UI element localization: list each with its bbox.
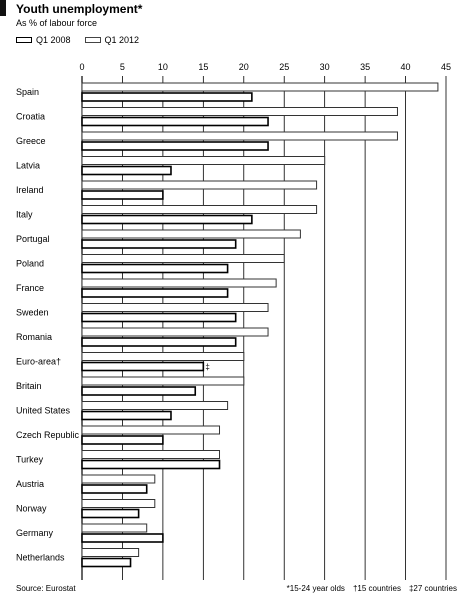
- bar-q1-2008-netherlands: [81, 557, 132, 568]
- bar-q1-2012-portugal: [81, 229, 301, 239]
- legend-label-q1-2012: Q1 2012: [104, 35, 140, 45]
- footnote-age: *15-24 year olds: [286, 584, 345, 593]
- legend-label-q1-2008: Q1 2008: [36, 35, 71, 45]
- chart-subtitle: As % of labour force: [16, 18, 98, 28]
- legend: Q1 2008 Q1 2012: [16, 33, 139, 47]
- x-tick-label-10: 10: [158, 62, 168, 72]
- value-marker-euro-area: ‡: [205, 363, 209, 372]
- bar-q1-2012-euro-area: [81, 352, 245, 361]
- bar-q1-2008-euro-area: [81, 361, 205, 372]
- bar-q1-2008-portugal: [81, 239, 237, 249]
- x-tick-label-30: 30: [320, 62, 330, 72]
- source-note: Source: Eurostat: [16, 584, 76, 593]
- bar-q1-2008-britain: [81, 386, 197, 396]
- chart-title: Youth unemployment*: [16, 2, 143, 16]
- category-label-czech-republic: Czech Republic: [16, 430, 80, 440]
- category-label-germany: Germany: [16, 528, 54, 538]
- x-tick-label-5: 5: [120, 62, 125, 72]
- x-tick-label-40: 40: [401, 62, 411, 72]
- category-label-ireland: Ireland: [16, 185, 44, 195]
- bar-q1-2012-netherlands: [81, 548, 140, 557]
- category-label-croatia: Croatia: [16, 112, 45, 122]
- bar-q1-2012-czech-republic: [81, 425, 221, 435]
- category-label-latvia: Latvia: [16, 161, 40, 171]
- bar-q1-2012-turkey: [81, 450, 221, 459]
- x-tick-label-15: 15: [198, 62, 208, 72]
- bar-q1-2008-germany: [81, 533, 164, 543]
- bar-q1-2008-ireland: [81, 190, 164, 200]
- bar-q1-2012-france: [81, 278, 277, 288]
- category-label-norway: Norway: [16, 504, 47, 514]
- category-label-spain: Spain: [16, 87, 39, 97]
- bar-q1-2008-latvia: [81, 165, 172, 176]
- bar-q1-2012-italy: [81, 205, 318, 214]
- category-label-poland: Poland: [16, 259, 44, 269]
- category-label-britain: Britain: [16, 381, 42, 391]
- bar-q1-2012-britain: [81, 376, 245, 386]
- bar-q1-2008-norway: [81, 508, 140, 519]
- bar-q1-2012-poland: [81, 254, 285, 263]
- bar-q1-2012-croatia: [81, 107, 398, 116]
- title-accent-bar: [0, 0, 6, 16]
- bar-q1-2008-poland: [81, 263, 229, 274]
- bar-q1-2012-germany: [81, 523, 148, 533]
- bar-q1-2008-sweden: [81, 312, 237, 323]
- x-tick-label-25: 25: [279, 62, 289, 72]
- bar-chart: 0 5 10 15 20 25 30 35 40 45 Spain Croatia Greece Latv…: [16, 62, 451, 580]
- bar-q1-2008-italy: [81, 214, 253, 225]
- category-label-netherlands: Netherlands: [16, 553, 65, 563]
- bar-q1-2012-austria: [81, 474, 156, 484]
- footnote-euro-area: †15 countries: [352, 584, 401, 593]
- category-label-united-states: United States: [16, 406, 71, 416]
- legend-item-q1-2012: Q1 2012: [84, 35, 140, 45]
- bar-q1-2012-romania: [81, 327, 269, 337]
- bar-q1-2012-greece: [81, 131, 398, 141]
- legend-item-q1-2008: Q1 2008: [16, 35, 71, 45]
- legend-swatch-q1-2008: [16, 37, 32, 43]
- bar-q1-2008-united-states: [81, 410, 172, 421]
- bar-q1-2008-romania: [81, 337, 237, 347]
- bar-q1-2008-czech-republic: [81, 435, 164, 445]
- footnote-eu: ‡27 countries: [408, 584, 457, 593]
- category-label-portugal: Portugal: [16, 234, 50, 244]
- category-label-greece: Greece: [16, 136, 46, 146]
- category-label-austria: Austria: [16, 479, 44, 489]
- footnotes: *15-24 year olds †15 countries ‡27 count…: [287, 584, 457, 593]
- x-tick-label-20: 20: [239, 62, 249, 72]
- bar-q1-2012-latvia: [81, 156, 326, 165]
- bar-q1-2008-france: [81, 288, 229, 298]
- category-label-italy: Italy: [16, 210, 33, 220]
- bar-q1-2012-united-states: [81, 401, 229, 410]
- category-label-euro-area: Euro-area†: [16, 357, 61, 367]
- bar-q1-2008-turkey: [81, 459, 221, 470]
- bar-q1-2012-norway: [81, 499, 156, 508]
- x-tick-label-35: 35: [360, 62, 370, 72]
- bar-q1-2012-sweden: [81, 303, 269, 312]
- bar-q1-2012-ireland: [81, 180, 318, 190]
- bar-q1-2012-spain: [81, 82, 439, 92]
- category-label-romania: Romania: [16, 332, 52, 342]
- x-tick-label-45: 45: [441, 62, 451, 72]
- bar-q1-2008-spain: [81, 92, 253, 102]
- category-label-france: France: [16, 283, 44, 293]
- x-tick-label-0: 0: [79, 62, 84, 72]
- legend-swatch-q1-2012: [84, 37, 101, 43]
- bar-q1-2008-croatia: [81, 116, 269, 127]
- bar-q1-2008-greece: [81, 141, 269, 151]
- bar-q1-2008-austria: [81, 484, 148, 494]
- category-label-sweden: Sweden: [16, 308, 49, 318]
- category-label-turkey: Turkey: [16, 455, 44, 465]
